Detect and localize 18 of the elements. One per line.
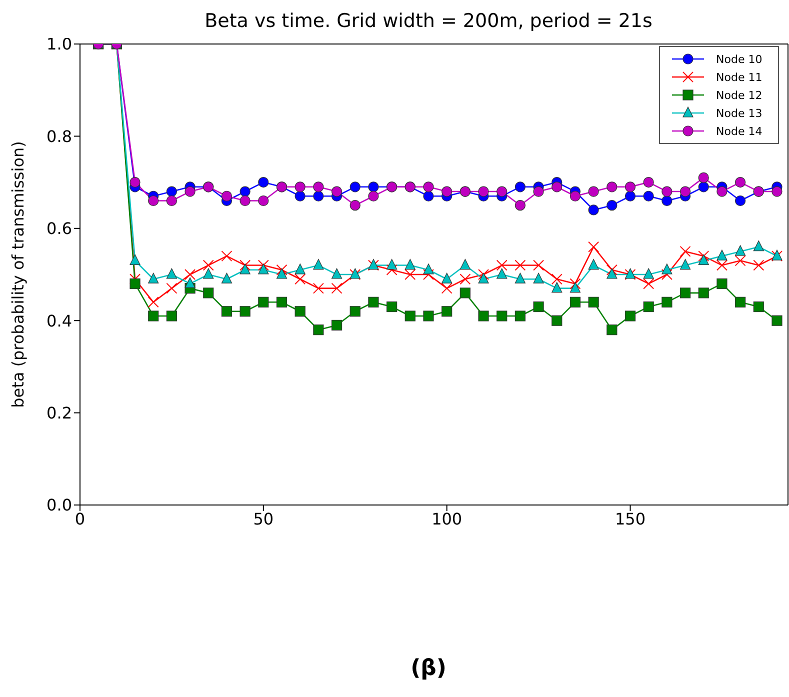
x-tick-label: 0 xyxy=(74,509,86,528)
x-tick-label: 150 xyxy=(614,509,646,528)
x-tick-label: 50 xyxy=(253,509,274,528)
y-tick-label: 0.2 xyxy=(46,403,72,422)
chart-title: Beta vs time. Grid width = 200m, period = 21s xyxy=(204,10,652,32)
y-tick-label: 0.6 xyxy=(46,219,72,238)
text: (β) xyxy=(410,656,448,681)
legend-label: Node 12 xyxy=(716,88,762,102)
y-tick-label: 0.8 xyxy=(46,126,72,146)
legend-label: Node 11 xyxy=(716,70,762,84)
y-tick-label: 1.0 xyxy=(46,34,72,54)
y-axis-title: beta (probability of transmission) xyxy=(8,141,28,408)
y-tick-label: 0.4 xyxy=(46,311,72,330)
legend-label: Node 14 xyxy=(716,124,762,138)
y-tick-label: 0.0 xyxy=(46,496,72,515)
legend-label: Node 10 xyxy=(716,52,762,66)
legend-label: Node 13 xyxy=(716,106,762,120)
x-tick-label: 100 xyxy=(432,509,462,528)
